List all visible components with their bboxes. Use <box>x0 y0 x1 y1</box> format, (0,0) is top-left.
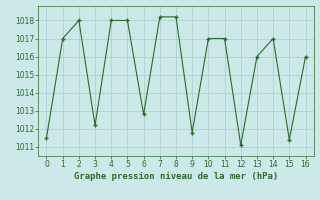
X-axis label: Graphe pression niveau de la mer (hPa): Graphe pression niveau de la mer (hPa) <box>74 172 278 181</box>
